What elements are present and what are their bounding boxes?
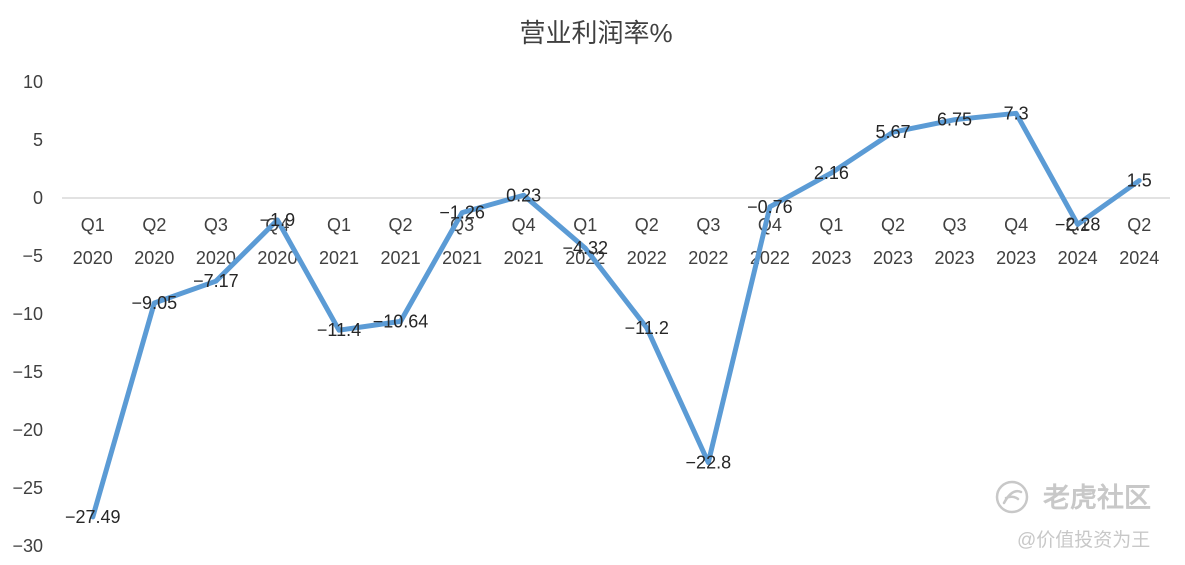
x-tick-label-quarter: Q2 <box>389 215 413 235</box>
data-label: −22.8 <box>686 452 732 472</box>
data-label: 6.75 <box>937 110 972 130</box>
x-tick-label-quarter: Q4 <box>512 215 536 235</box>
data-label: −27.49 <box>65 507 121 527</box>
x-tick-label-year: 2022 <box>688 248 728 268</box>
data-label: −1.26 <box>439 203 485 223</box>
x-tick-label-year: 2023 <box>811 248 851 268</box>
data-label: −9.05 <box>132 293 178 313</box>
x-tick-label-year: 2021 <box>442 248 482 268</box>
data-label: −7.17 <box>193 271 239 291</box>
data-labels: −27.49 −9.05 −7.17 −1.9 −11.4 −10.64 −1.26 0.23… <box>65 103 1152 527</box>
y-tick-label: −20 <box>12 420 43 440</box>
x-tick-label-quarter: Q1 <box>573 215 597 235</box>
data-label: −4.32 <box>562 238 608 258</box>
x-tick-label-year: 2020 <box>134 248 174 268</box>
x-tick-label-quarter: Q3 <box>696 215 720 235</box>
x-tick-label-year: 2021 <box>504 248 544 268</box>
data-label: −11.4 <box>317 320 361 340</box>
x-tick-label-year: 2020 <box>257 248 297 268</box>
data-label: 2.16 <box>814 163 849 183</box>
y-tick-label: −10 <box>12 304 43 324</box>
data-label: −2.28 <box>1055 214 1101 234</box>
y-tick-label: 10 <box>23 72 43 92</box>
watermark-slogan: @价值投资为王 <box>1017 529 1150 551</box>
x-tick-label-quarter: Q2 <box>881 215 905 235</box>
x-tick-label-quarter: Q3 <box>943 215 967 235</box>
x-tick-label-quarter: Q2 <box>635 215 659 235</box>
x-tick-label-year: 2021 <box>381 248 421 268</box>
watermark: 老虎社区 @价值投资为王 <box>995 480 1151 551</box>
y-tick-label: 0 <box>33 188 43 208</box>
y-tick-label: −5 <box>22 246 43 266</box>
watermark-brand: 老虎社区 <box>1043 482 1151 513</box>
data-label: −11.2 <box>625 318 669 338</box>
series-line <box>90 110 1142 520</box>
data-label: 0.23 <box>506 185 541 205</box>
data-label: −10.64 <box>373 311 429 331</box>
x-tick-label-quarter: Q1 <box>819 215 843 235</box>
data-label: −1.9 <box>260 210 296 230</box>
x-tick-label-year: 2020 <box>73 248 113 268</box>
data-label: 5.67 <box>875 122 910 142</box>
x-tick-label-year: 2021 <box>319 248 359 268</box>
y-tick-label: −25 <box>12 478 43 498</box>
x-tick-label-year: 2020 <box>196 248 236 268</box>
x-tick-label-quarter: Q1 <box>81 215 105 235</box>
x-tick-label-year: 2024 <box>1119 248 1159 268</box>
tiger-logo-icon <box>995 480 1029 514</box>
x-tick-label-year: 2024 <box>1058 248 1098 268</box>
x-tick-label-quarter: Q2 <box>1127 215 1151 235</box>
y-tick-label: −30 <box>12 536 43 556</box>
y-tick-label: 5 <box>33 130 43 150</box>
x-tick-label-quarter: Q3 <box>204 215 228 235</box>
x-tick-label-quarter: Q2 <box>142 215 166 235</box>
y-axis: 10 5 0 −5 −10 −15 −20 −25 −30 <box>12 72 43 556</box>
data-label: −0.76 <box>747 197 793 217</box>
x-tick-label-quarter: Q4 <box>1004 215 1028 235</box>
data-label: 7.3 <box>1004 103 1029 123</box>
y-tick-label: −15 <box>12 362 43 382</box>
data-label: 1.5 <box>1127 171 1152 191</box>
x-tick-label-year: 2023 <box>935 248 975 268</box>
x-tick-label-year: 2023 <box>996 248 1036 268</box>
x-tick-label-year: 2023 <box>873 248 913 268</box>
chart-title: 营业利润率% <box>519 18 672 48</box>
x-tick-label-quarter: Q1 <box>327 215 351 235</box>
x-tick-label-year: 2022 <box>627 248 667 268</box>
